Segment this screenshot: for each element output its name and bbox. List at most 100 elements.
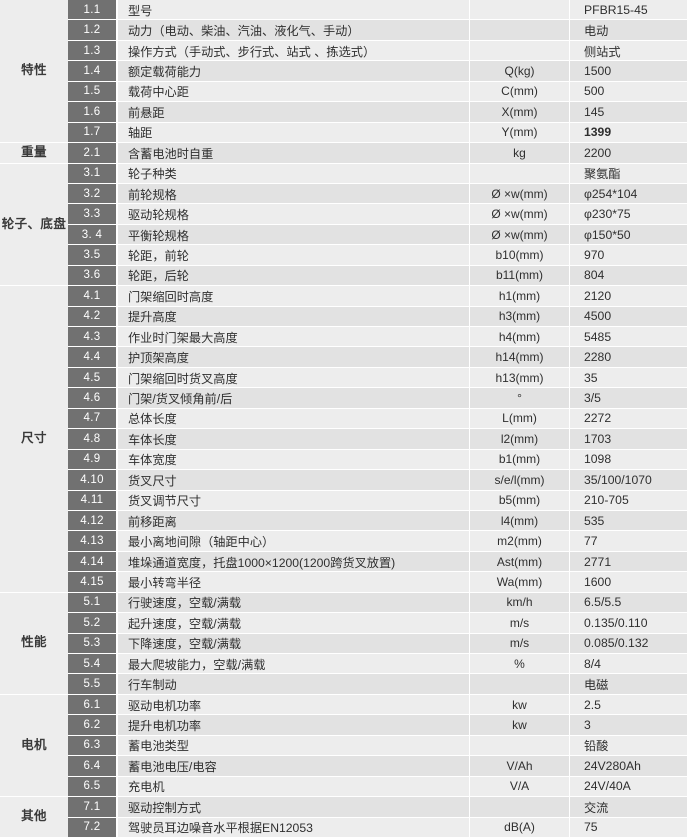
row-description: 货叉调节尺寸 xyxy=(118,490,470,511)
row-number-badge: 6.4 xyxy=(68,756,118,777)
row-value: 1098 xyxy=(570,449,687,471)
row-number-badge: 1.7 xyxy=(68,122,118,144)
row-description: 前轮规格 xyxy=(118,183,470,205)
table-row: 6.4 蓄电池电压/电容 V/Ah 24V280Ah xyxy=(68,756,700,777)
row-description: 行驶速度，空载/满载 xyxy=(118,592,470,614)
table-row: 4.6 门架/货叉倾角前/后 ° 3/5 xyxy=(68,388,700,409)
row-description: 平衡轮规格 xyxy=(118,224,470,246)
row-number-badge: 5.5 xyxy=(68,674,118,695)
table-row: 3.3 驱动轮规格 Ø ×w(mm) φ230*75 xyxy=(68,204,700,225)
row-description: 驾驶员耳边噪音水平根据EN12053 xyxy=(118,817,470,838)
row-description: 货叉尺寸 xyxy=(118,470,470,491)
row-description: 操作方式（手动式、步行式、站式 、拣选式） xyxy=(118,40,470,62)
row-description: 额定载荷能力 xyxy=(118,61,470,82)
spec-group: 重量 2.1 含蓄电池时自重 kg 2200 xyxy=(0,143,700,164)
row-unit: Ø ×w(mm) xyxy=(470,204,570,225)
row-value: 1703 xyxy=(570,429,687,450)
row-value: 2200 xyxy=(570,143,687,164)
table-row: 4.14 堆垛通道宽度，托盘1000×1200(1200跨货叉放置) Ast(mm)… xyxy=(68,551,700,573)
row-value: 2.5 xyxy=(570,694,687,716)
row-number-badge: 6.2 xyxy=(68,715,118,736)
row-unit xyxy=(470,163,570,184)
table-row: 4.10 货叉尺寸 s/e/l(mm) 35/100/1070 xyxy=(68,470,700,491)
row-unit: V/Ah xyxy=(470,756,570,777)
row-description: 最小转弯半径 xyxy=(118,572,470,593)
row-description: 蓄电池电压/电容 xyxy=(118,756,470,777)
table-row: 1.3 操作方式（手动式、步行式、站式 、拣选式） 侧站式 xyxy=(68,40,700,62)
table-row: 4.3 作业时门架最大高度 h4(mm) 5485 xyxy=(68,327,700,348)
spec-group: 特性 1.1 型号 PFBR15-45 1.2 动力（电动、柴油、汽油、液化气、手动） 电动… xyxy=(0,0,700,144)
row-unit: b1(mm) xyxy=(470,449,570,471)
table-row: 4.12 前移距离 l4(mm) 535 xyxy=(68,510,700,532)
row-unit: Y(mm) xyxy=(470,122,570,144)
row-description: 轮距，后轮 xyxy=(118,265,470,287)
table-row: 1.1 型号 PFBR15-45 xyxy=(68,0,700,21)
group-category-label: 其他 xyxy=(0,797,68,838)
table-row: 4.7 总体长度 L(mm) 2272 xyxy=(68,408,700,430)
row-number-badge: 6.3 xyxy=(68,735,118,757)
row-number-badge: 1.1 xyxy=(68,0,118,21)
row-number-badge: 6.5 xyxy=(68,776,118,798)
row-unit: h4(mm) xyxy=(470,327,570,348)
table-row: 5.3 下降速度，空载/满载 m/s 0.085/0.132 xyxy=(68,633,700,654)
table-row: 4.8 车体长度 l2(mm) 1703 xyxy=(68,429,700,450)
table-row: 3.6 轮距，后轮 b11(mm) 804 xyxy=(68,265,700,287)
row-description: 护顶架高度 xyxy=(118,347,470,368)
spec-group: 轮子、底盘 3.1 轮子种类 聚氨酯 3.2 前轮规格 Ø ×w(mm) φ254*104 3.… xyxy=(0,163,700,287)
row-value: 聚氨酯 xyxy=(570,163,687,184)
row-number-badge: 1.5 xyxy=(68,81,118,103)
row-value: 35 xyxy=(570,367,687,389)
table-row: 4.2 提升高度 h3(mm) 4500 xyxy=(68,306,700,327)
row-unit xyxy=(470,40,570,62)
row-value: 75 xyxy=(570,817,687,838)
row-unit: b5(mm) xyxy=(470,490,570,511)
group-category-label: 轮子、底盘 xyxy=(0,163,68,287)
table-row: 3.5 轮距，前轮 b10(mm) 970 xyxy=(68,245,700,266)
row-value: φ230*75 xyxy=(570,204,687,225)
table-row: 4.4 护顶架高度 h14(mm) 2280 xyxy=(68,347,700,368)
table-row: 1.4 额定载荷能力 Q(kg) 1500 xyxy=(68,61,700,82)
row-value: 电磁 xyxy=(570,674,687,695)
row-unit: b11(mm) xyxy=(470,265,570,287)
group-rows: 5.1 行驶速度，空载/满载 km/h 6.5/5.5 5.2 起升速度，空载/满载 m/s… xyxy=(68,592,700,695)
row-unit: h14(mm) xyxy=(470,347,570,368)
row-description: 含蓄电池时自重 xyxy=(118,143,470,164)
row-unit xyxy=(470,735,570,757)
row-number-badge: 5.2 xyxy=(68,613,118,634)
row-value: 6.5/5.5 xyxy=(570,592,687,614)
row-unit: V/A xyxy=(470,776,570,798)
row-description: 堆垛通道宽度，托盘1000×1200(1200跨货叉放置) xyxy=(118,551,470,573)
row-value: 2280 xyxy=(570,347,687,368)
row-unit: kw xyxy=(470,715,570,736)
table-row: 5.1 行驶速度，空载/满载 km/h 6.5/5.5 xyxy=(68,592,700,614)
row-value: 电动 xyxy=(570,20,687,41)
row-value: 4500 xyxy=(570,306,687,327)
table-row: 5.2 起升速度，空载/满载 m/s 0.135/0.110 xyxy=(68,613,700,634)
row-number-badge: 4.1 xyxy=(68,286,118,307)
spec-group: 电机 6.1 驱动电机功率 kw 2.5 6.2 提升电机功率 kw 3 6.3 蓄电池类型 铅酸 6.… xyxy=(0,694,700,798)
group-category-label: 电机 xyxy=(0,694,68,798)
row-number-badge: 3.2 xyxy=(68,183,118,205)
row-unit: m/s xyxy=(470,633,570,654)
row-description: 总体长度 xyxy=(118,408,470,430)
row-value: 侧站式 xyxy=(570,40,687,62)
row-description: 提升高度 xyxy=(118,306,470,327)
row-number-badge: 7.1 xyxy=(68,797,118,818)
row-number-badge: 4.13 xyxy=(68,531,118,552)
row-unit: Q(kg) xyxy=(470,61,570,82)
row-unit: kw xyxy=(470,694,570,716)
row-number-badge: 3.6 xyxy=(68,265,118,287)
spec-group: 尺寸 4.1 门架缩回时高度 h1(mm) 2120 4.2 提升高度 h3(mm) 4500 4… xyxy=(0,286,700,593)
row-unit: Ast(mm) xyxy=(470,551,570,573)
row-unit: kg xyxy=(470,143,570,164)
row-unit: ° xyxy=(470,388,570,409)
row-description: 轮子种类 xyxy=(118,163,470,184)
row-unit xyxy=(470,0,570,21)
row-unit: h1(mm) xyxy=(470,286,570,307)
row-unit xyxy=(470,674,570,695)
row-description: 下降速度，空载/满载 xyxy=(118,633,470,654)
row-number-badge: 1.2 xyxy=(68,20,118,41)
row-description: 动力（电动、柴油、汽油、液化气、手动） xyxy=(118,20,470,41)
row-description: 轴距 xyxy=(118,122,470,144)
row-value: 210-705 xyxy=(570,490,687,511)
